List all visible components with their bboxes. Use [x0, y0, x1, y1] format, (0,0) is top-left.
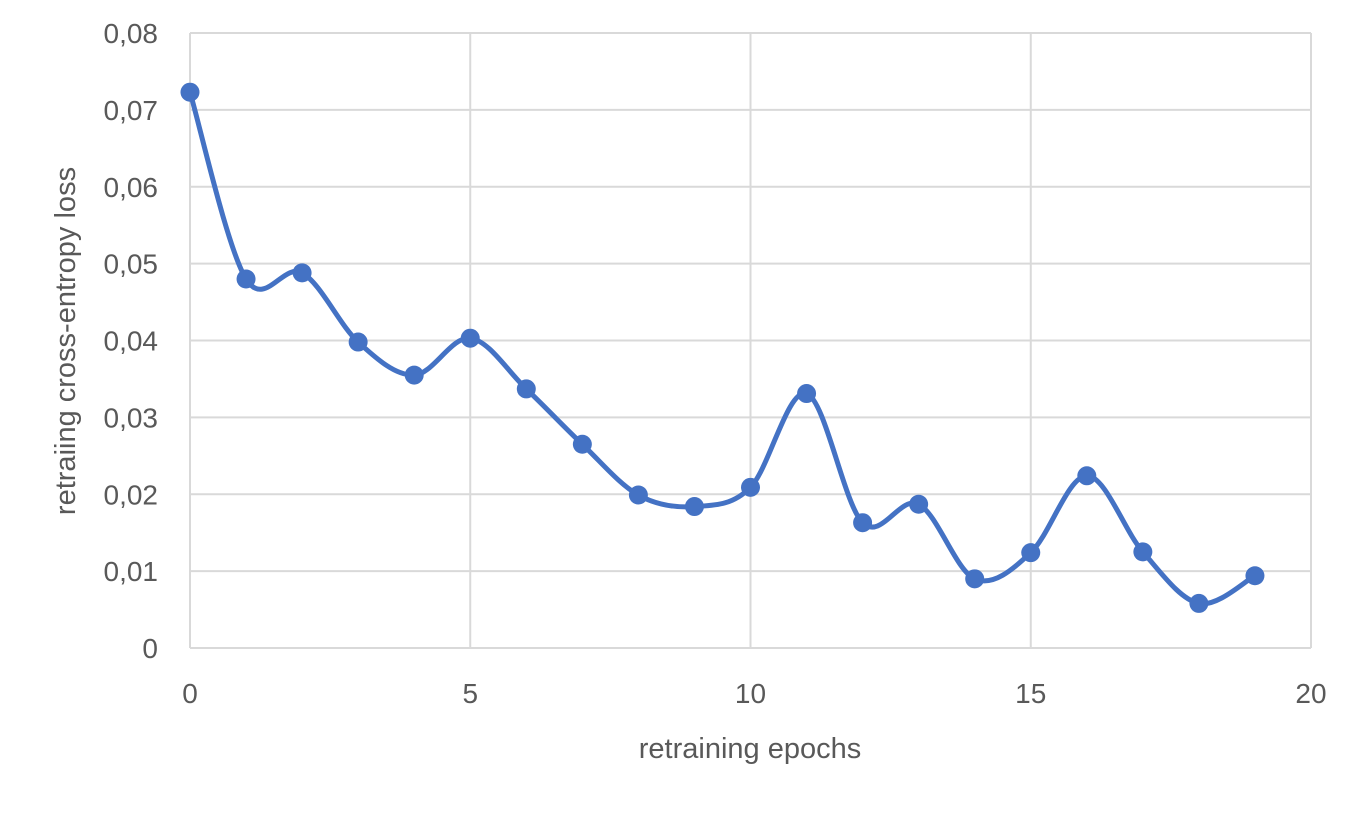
data-point [292, 263, 312, 283]
data-point [460, 328, 480, 348]
x-tick-label: 0 [182, 678, 198, 709]
data-point [572, 434, 592, 454]
x-tick-label: 15 [1015, 678, 1046, 709]
x-tick-label: 20 [1295, 678, 1326, 709]
data-point [684, 497, 704, 517]
x-axis-ticks: 0 5 10 15 20 [182, 678, 1326, 709]
data-point [965, 569, 985, 589]
y-tick-label: 0,02 [104, 479, 159, 510]
data-point [1189, 593, 1209, 613]
x-tick-label: 10 [735, 678, 766, 709]
y-axis-title: retraiing cross-entropy loss [50, 167, 82, 515]
y-tick-label: 0,05 [104, 249, 159, 280]
data-point [404, 365, 424, 385]
y-tick-label: 0,07 [104, 95, 159, 126]
data-point [516, 379, 536, 399]
data-point [348, 332, 368, 352]
data-point [741, 477, 760, 497]
y-tick-label: 0,03 [104, 402, 159, 433]
y-tick-label: 0,01 [104, 556, 159, 587]
x-tick-label: 5 [462, 678, 478, 709]
data-point [1133, 542, 1153, 562]
data-point [797, 384, 817, 404]
y-axis-ticks: 0 0,01 0,02 0,03 0,04 0,05 0,06 0,07 0,08 [104, 18, 159, 664]
data-points [180, 82, 1265, 613]
y-tick-label: 0 [142, 633, 158, 664]
data-point [1077, 466, 1097, 486]
data-point [1021, 543, 1041, 563]
series-line [187, 89, 1258, 607]
data-point [909, 494, 929, 514]
data-point [628, 485, 648, 505]
y-tick-label: 0,06 [104, 172, 159, 203]
y-tick-label: 0,08 [104, 18, 159, 49]
data-point [180, 82, 200, 102]
data-point [1245, 566, 1265, 586]
y-tick-label: 0,04 [104, 326, 159, 357]
data-point [853, 513, 873, 533]
data-point [236, 269, 256, 289]
x-axis-title: retraining epochs [639, 733, 861, 765]
